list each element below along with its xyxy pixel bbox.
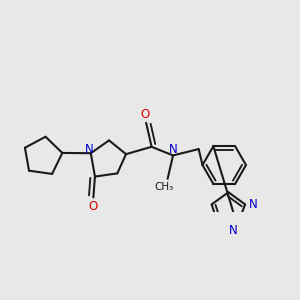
Text: N: N [85,143,94,156]
Text: N: N [229,224,238,237]
Text: N: N [249,198,257,211]
Text: O: O [89,200,98,213]
Text: N: N [169,143,177,156]
Text: O: O [140,108,149,121]
Text: CH₃: CH₃ [154,182,173,192]
